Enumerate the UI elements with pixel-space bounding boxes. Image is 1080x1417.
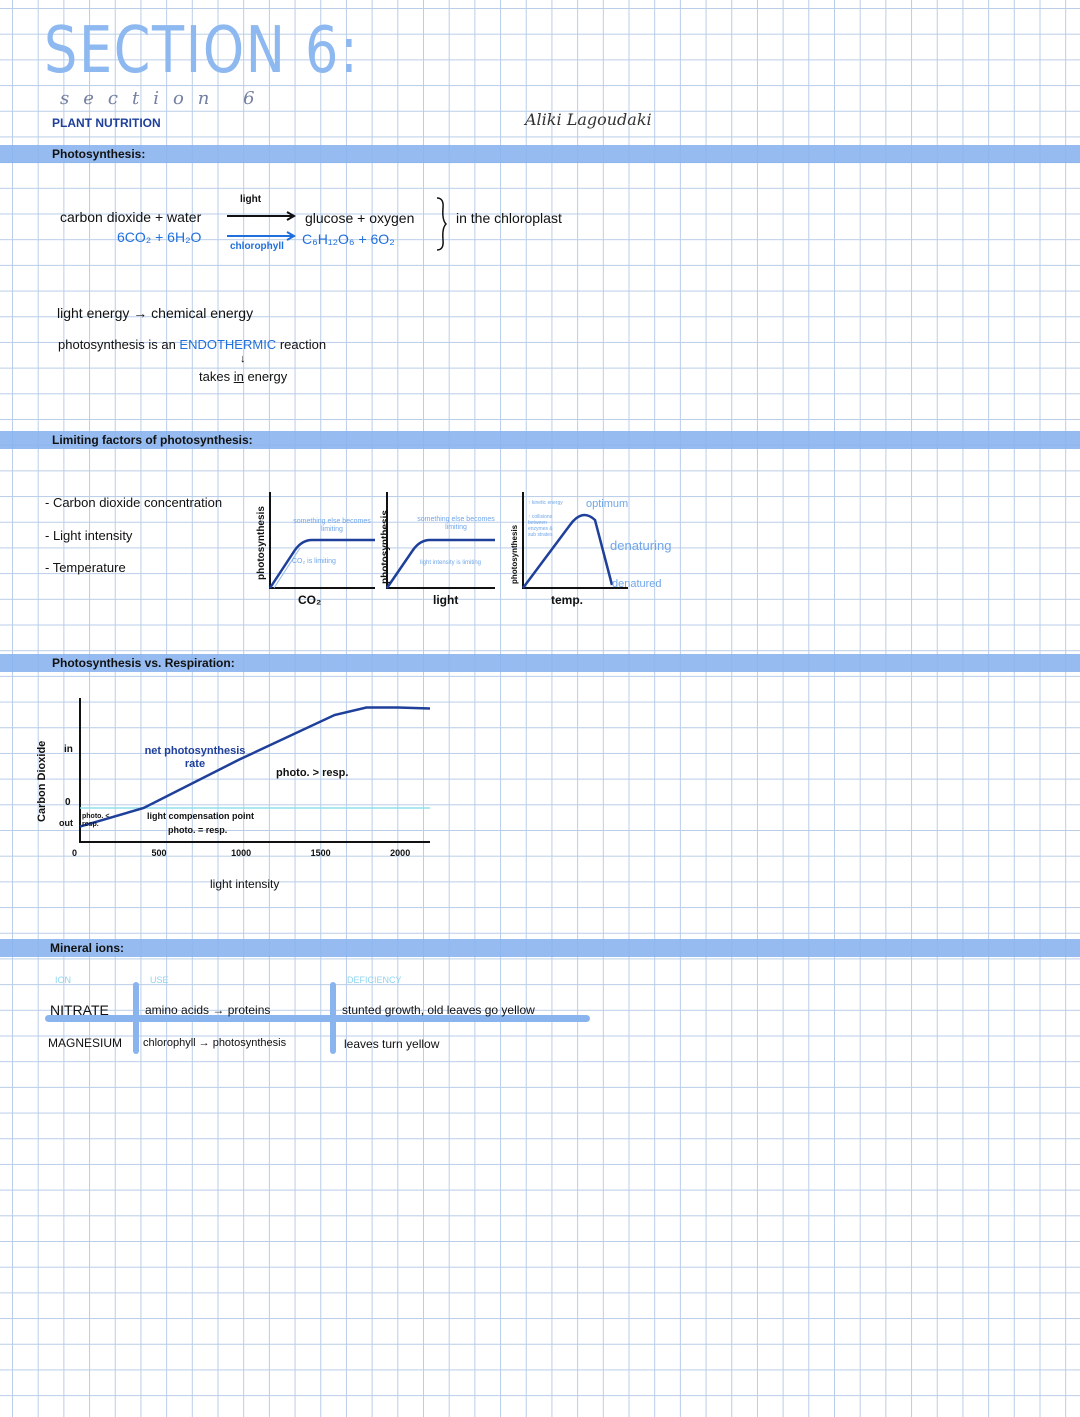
- word-equation-reactants: carbon dioxide + water: [60, 209, 202, 225]
- factor-item: - Temperature: [45, 560, 126, 575]
- section-heading: Mineral ions:: [50, 941, 125, 955]
- highlight-band: [0, 654, 1080, 672]
- reaction-arrows: [227, 211, 297, 241]
- column-header: USE: [150, 975, 169, 985]
- text: in: [233, 369, 244, 384]
- annotation: photo. > resp.: [276, 767, 349, 779]
- down-arrow-icon: ↓: [240, 353, 246, 365]
- section-heading: Limiting factors of photosynthesis:: [52, 433, 253, 447]
- x-tick: 0: [72, 848, 78, 858]
- graph-note: light intensity is limiting: [420, 560, 482, 566]
- column-header: ION: [55, 975, 72, 985]
- temp-graph: [521, 492, 628, 589]
- text: reaction: [279, 337, 327, 352]
- annotation: photo. < resp.: [82, 813, 110, 828]
- y-tick: 0: [65, 797, 71, 808]
- ion-cell: MAGNESIUM: [48, 1036, 123, 1050]
- endothermic-word: ENDOTHERMIC: [179, 337, 277, 352]
- highlight-band: [0, 939, 1080, 957]
- topic-label: PLANT NUTRITION: [52, 116, 161, 130]
- x-tick: 1000: [231, 848, 252, 858]
- light-graph: [385, 492, 495, 589]
- text: takes: [199, 369, 231, 384]
- column-header: DEFICIENCY: [347, 975, 402, 985]
- x-tick: 500: [151, 848, 167, 858]
- x-axis-label: light intensity: [210, 877, 280, 891]
- denatured-label: denatured: [612, 578, 662, 590]
- arrow-label-light: light: [240, 194, 262, 205]
- word-equation-products: glucose + oxygen: [305, 210, 415, 226]
- ion-cell: NITRATE: [50, 1002, 109, 1018]
- y-tick: out: [59, 818, 73, 828]
- graph-note: something else becomes limiting: [417, 516, 495, 531]
- denaturing-label: denaturing: [610, 538, 672, 553]
- location-note: in the chloroplast: [456, 210, 562, 226]
- factor-item: - Light intensity: [45, 528, 133, 543]
- author-signature: Aliki Lagoudaki: [525, 110, 652, 129]
- text: energy: [247, 369, 288, 384]
- page-title: SECTION 6:: [44, 14, 360, 88]
- optimum-label: optimum: [586, 498, 629, 510]
- text: photosynthesis is an: [58, 337, 176, 352]
- section-heading: Photosynthesis:: [52, 147, 146, 161]
- limiting-factor-graphs: [268, 492, 628, 589]
- title-script: section 6: [60, 88, 269, 109]
- use-cell: chlorophyll → photosynthesis: [143, 1037, 287, 1049]
- annotation: photo. = resp.: [168, 825, 228, 835]
- x-axis-label: temp.: [551, 593, 584, 607]
- use-cell: amino acids → proteins: [145, 1003, 271, 1017]
- section-heading: Photosynthesis vs. Respiration:: [52, 656, 235, 670]
- brace-icon: [436, 197, 448, 251]
- highlight-band: [0, 431, 1080, 449]
- deficiency-cell: leaves turn yellow: [344, 1037, 440, 1051]
- highlight-band: [0, 145, 1080, 163]
- net-rate-label: net photosynthesis rate: [144, 745, 246, 770]
- endothermic-line: photosynthesis is an ENDOTHERMIC reactio…: [58, 337, 326, 352]
- x-axis-label: CO₂: [298, 593, 322, 607]
- x-tick: 2000: [390, 848, 411, 858]
- symbol-equation-reactants: 6CO₂ + 6H₂O: [117, 229, 202, 245]
- table-rule: [330, 982, 336, 1054]
- deficiency-cell: stunted growth, old leaves go yellow: [342, 1003, 535, 1017]
- graph-note: something else becomes limiting: [293, 518, 371, 533]
- x-axis-label: light: [433, 593, 459, 607]
- symbol-equation-products: C₆H₁₂O₆ + 6O₂: [302, 231, 395, 247]
- annotation: light compensation point: [147, 811, 254, 821]
- table-rule: [45, 1015, 590, 1022]
- table-rule: [133, 982, 139, 1054]
- y-tick: in: [64, 744, 73, 755]
- factor-item: - Carbon dioxide concentration: [45, 495, 223, 510]
- graph-note: ↑ collisions between enzymes & sub strat…: [528, 514, 553, 538]
- arrow-label-chlorophyll: chlorophyll: [230, 241, 284, 252]
- graph-note: ↑ kinetic energy: [528, 500, 563, 506]
- energy-conversion: light energy → chemical energy: [57, 305, 254, 321]
- co2-graph: [268, 492, 375, 589]
- net-photosynthesis-line: [79, 706, 431, 828]
- x-tick: 1500: [310, 848, 331, 858]
- axes: [79, 698, 430, 843]
- takes-in-energy: takes in energy: [199, 369, 287, 384]
- y-axis-label: Carbon Dioxide: [36, 740, 48, 822]
- graph-note: CO₂ is limiting: [292, 558, 336, 565]
